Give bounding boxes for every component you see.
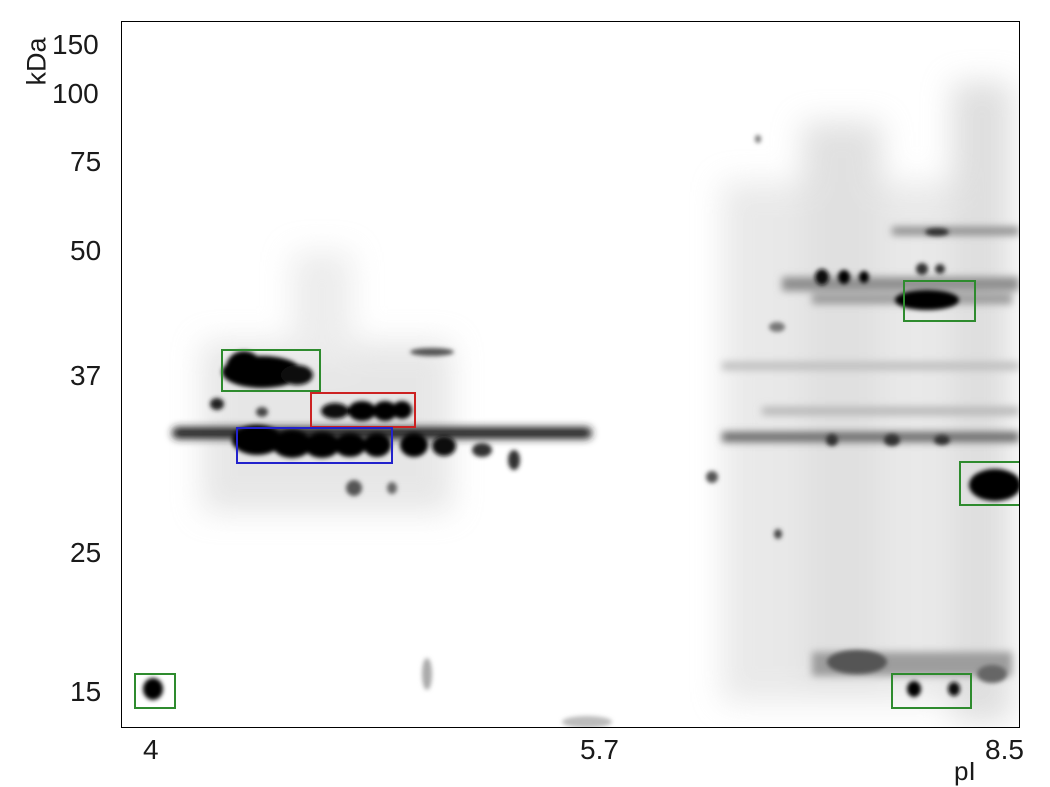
x-axis-unit-label: pI	[954, 756, 976, 786]
y-tick-25: 25	[70, 537, 102, 568]
y-tick-15: 15	[70, 676, 102, 707]
y-tick-37: 37	[70, 360, 102, 391]
green-highlight-box-15kda-left	[134, 673, 176, 709]
y-tick-100: 100	[52, 78, 99, 109]
green-highlight-box-15kda-right	[891, 673, 972, 709]
x-tick-8-5: 8.5	[985, 734, 1024, 765]
protein-spots	[143, 135, 1019, 727]
blue-highlight-box	[236, 427, 393, 464]
y-tick-75: 75	[70, 146, 102, 177]
gel-image	[134, 82, 1019, 727]
y-tick-150: 150	[52, 29, 99, 60]
gel-image-frame	[121, 21, 1020, 728]
x-tick-5-7: 5.7	[580, 734, 619, 765]
basic-region-smear	[722, 82, 1012, 722]
y-tick-50: 50	[70, 235, 102, 266]
x-tick-4: 4	[143, 734, 159, 765]
green-highlight-box-30kda-right	[959, 461, 1019, 506]
green-highlight-box-37kda	[221, 349, 321, 392]
y-axis-unit-label: kDa	[21, 37, 52, 86]
green-highlight-box-45kda-right	[903, 280, 976, 322]
